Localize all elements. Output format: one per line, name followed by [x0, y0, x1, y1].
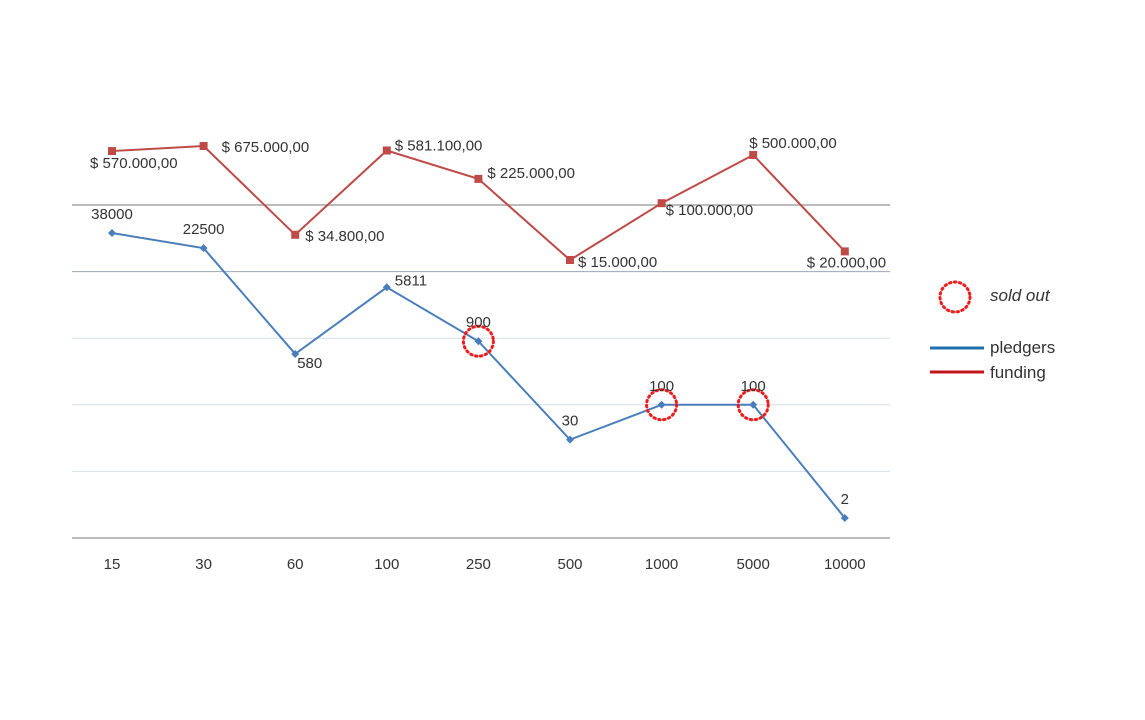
- funding-data-label: $ 500.000,00: [749, 135, 837, 152]
- pledgers-point: [474, 337, 483, 346]
- pledgers-data-label: 22500: [183, 221, 225, 238]
- legend-pledgers-label: pledgers: [990, 338, 1055, 357]
- sold-out-marker: [461, 324, 495, 358]
- legend-funding-label: funding: [990, 363, 1046, 382]
- x-tick-label: 15: [104, 556, 121, 573]
- funding-data-label: $ 15.000,00: [578, 254, 657, 271]
- pledgers-data-label: 100: [649, 378, 674, 395]
- pledgers-point: [199, 244, 208, 253]
- pledgers-data-label: 5811: [395, 272, 427, 289]
- funding-point: [566, 256, 574, 264]
- x-tick-label: 30: [195, 556, 212, 573]
- funding-point: [840, 247, 849, 256]
- funding-data-label: $ 100.000,00: [666, 202, 754, 219]
- funding-series: [108, 142, 849, 264]
- pledgers-data-label: 38000: [91, 206, 133, 223]
- x-tick-label: 100: [374, 556, 399, 573]
- pledgers-point: [657, 400, 666, 409]
- legend-sold-out-label: sold out: [990, 286, 1051, 305]
- gridlines: [72, 204, 890, 539]
- pledgers-data-label: 30: [562, 413, 579, 430]
- x-tick-label: 60: [287, 556, 304, 573]
- pledgers-series: [108, 228, 849, 522]
- pledgers-point: [291, 349, 300, 358]
- funding-data-label: $ 570.000,00: [90, 155, 178, 172]
- funding-point: [657, 199, 666, 208]
- x-tick-label: 10000: [824, 556, 866, 573]
- funding-point: [108, 147, 116, 156]
- sold-out-marker: [736, 388, 770, 422]
- legend: sold out pledgers funding: [930, 280, 1055, 382]
- x-tick-label: 1000: [645, 556, 678, 573]
- pledgers-data-label: 100: [741, 378, 766, 395]
- legend-sold-out-icon: [938, 280, 972, 314]
- funding-point: [382, 146, 391, 155]
- sold-out-marker: [645, 388, 679, 422]
- funding-data-label: $ 675.000,00: [222, 139, 310, 156]
- funding-point: [749, 150, 758, 159]
- funding-data-label: $ 20.000,00: [807, 254, 886, 271]
- funding-data-label: $ 225.000,00: [487, 165, 575, 182]
- pledgers-data-label: 580: [297, 355, 322, 372]
- pledgers-point: [749, 400, 758, 409]
- sold-out-markers: [461, 324, 770, 422]
- pledgers-data-label: 900: [466, 314, 491, 331]
- pledgers-point: [566, 435, 574, 444]
- funding-point: [291, 230, 300, 239]
- pledgers-point: [108, 228, 116, 237]
- pledgers-point: [382, 283, 391, 292]
- pledgers-point: [840, 513, 849, 522]
- x-tick-label: 5000: [737, 556, 770, 573]
- pledgers-line: [111, 231, 846, 519]
- funding-data-label: $ 34.800,00: [305, 228, 384, 245]
- funding-point: [199, 142, 208, 150]
- pledgers-data-label: 2: [841, 491, 849, 508]
- x-tick-label: 250: [466, 556, 491, 573]
- data-labels: 38000 22500 580 5811 900 30 100 100 2 $ 570.000,0…: [90, 135, 886, 508]
- x-tick-label: 500: [557, 556, 582, 573]
- funding-data-label: $ 581.100,00: [395, 137, 483, 154]
- funding-point: [474, 174, 483, 183]
- x-axis-ticks: 15 30 60 100 250 500 1000 5000 10000: [104, 556, 866, 573]
